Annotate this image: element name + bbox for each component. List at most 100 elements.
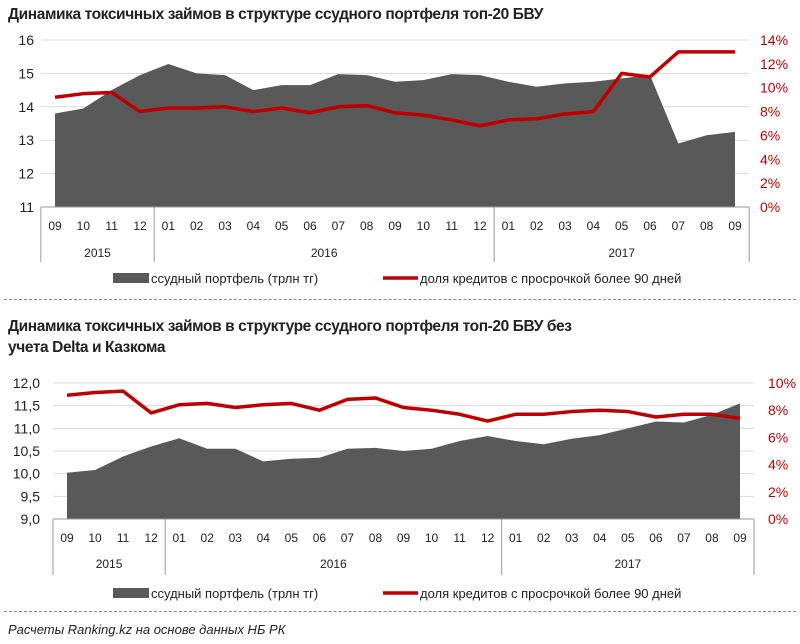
left-axis-tick-label: 15: [18, 65, 34, 81]
month-tick-label: 07: [677, 531, 691, 545]
year-label: 2017: [608, 246, 635, 260]
chart2-title: Динамика токсичных займов в структуре сс…: [8, 316, 572, 358]
month-tick-label: 07: [672, 219, 686, 233]
left-axis-tick-label: 10,5: [13, 443, 40, 459]
month-tick-label: 09: [48, 219, 62, 233]
month-tick-label: 08: [700, 219, 714, 233]
source-note: Расчеты Ranking.kz на основе данных НБ Р…: [8, 622, 286, 637]
month-tick-label: 07: [332, 219, 346, 233]
month-tick-label: 06: [303, 219, 317, 233]
right-axis-tick-label: 4%: [768, 457, 788, 473]
month-tick-label: 12: [481, 531, 495, 545]
month-tick-label: 06: [313, 531, 327, 545]
area-series-loan-portfolio: [55, 64, 735, 207]
month-tick-label: 02: [530, 219, 544, 233]
right-axis-tick-label: 10%: [760, 80, 788, 96]
month-tick-label: 04: [593, 531, 607, 545]
month-tick-label: 01: [502, 219, 516, 233]
year-label: 2015: [84, 246, 111, 260]
left-axis-tick-label: 14: [18, 99, 34, 115]
right-axis-tick-label: 8%: [760, 104, 780, 120]
left-axis-tick-label: 13: [18, 132, 34, 148]
right-axis-tick-label: 0%: [760, 199, 780, 215]
month-tick-label: 11: [453, 531, 466, 545]
month-tick-label: 09: [733, 531, 747, 545]
legend-label-loan-portfolio: ссудный портфель (трлн тг): [151, 586, 318, 601]
year-label: 2016: [311, 246, 338, 260]
month-tick-label: 05: [615, 219, 629, 233]
month-tick-label: 02: [201, 531, 215, 545]
left-axis-tick-label: 10,0: [13, 466, 40, 482]
month-tick-label: 06: [649, 531, 663, 545]
right-axis-tick-label: 12%: [760, 56, 788, 72]
chart-1: 11 12 13 14 15 16 0% 2% 4% 6% 8% 10% 12% 14% 09 10 11 12 0…: [18, 32, 788, 286]
month-tick-label: 10: [417, 219, 431, 233]
right-axis-tick-label: 6%: [768, 429, 788, 445]
divider: [4, 299, 796, 300]
left-axis-tick-label: 9,0: [21, 511, 41, 527]
right-axis-tick-label: 0%: [768, 511, 788, 527]
month-tick-label: 07: [341, 531, 355, 545]
left-axis-tick-label: 11,5: [14, 398, 40, 414]
chart1-title: Динамика токсичных займов в структуре сс…: [8, 6, 543, 23]
line-series-npl-share: [66, 389, 741, 423]
month-tick-label: 03: [558, 219, 572, 233]
month-tick-label: 02: [537, 531, 551, 545]
month-tick-label: 01: [509, 531, 523, 545]
legend-swatch-area: [113, 588, 149, 598]
month-tick-label: 10: [425, 531, 439, 545]
year-label: 2017: [614, 557, 641, 571]
right-axis-tick-label: 6%: [760, 127, 780, 143]
right-axis-tick-label: 14%: [760, 32, 788, 48]
month-tick-label: 09: [60, 531, 74, 545]
right-axis-tick-label: 10%: [768, 375, 796, 391]
left-axis-tick-label: 11,0: [14, 420, 40, 436]
month-tick-label: 08: [369, 531, 383, 545]
chart2-title-line1: Динамика токсичных займов в структуре сс…: [8, 318, 572, 335]
month-tick-label: 06: [643, 219, 657, 233]
month-tick-label: 08: [705, 531, 719, 545]
month-tick-label: 03: [229, 531, 243, 545]
month-tick-label: 02: [190, 219, 204, 233]
month-tick-label: 09: [388, 219, 402, 233]
right-axis-tick-label: 2%: [768, 484, 788, 500]
right-axis-tick-label: 8%: [768, 402, 788, 418]
month-tick-label: 08: [360, 219, 374, 233]
left-axis-tick-label: 11: [19, 199, 34, 215]
month-tick-label: 03: [565, 531, 579, 545]
month-tick-label: 11: [105, 219, 118, 233]
right-axis-tick-label: 2%: [760, 175, 780, 191]
month-tick-label: 11: [117, 531, 130, 545]
month-tick-label: 12: [473, 219, 487, 233]
month-tick-label: 01: [162, 219, 176, 233]
month-tick-label: 05: [621, 531, 635, 545]
month-tick-label: 03: [218, 219, 232, 233]
area-series-loan-portfolio: [67, 403, 740, 519]
legend-swatch-area: [113, 273, 149, 283]
year-label: 2015: [96, 557, 123, 571]
left-axis-tick-label: 12: [18, 166, 34, 182]
left-axis-tick-label: 12,0: [13, 375, 40, 391]
month-tick-label: 11: [445, 219, 458, 233]
legend-label-npl-share: доля кредитов с просрочкой более 90 дней: [420, 586, 681, 601]
year-label: 2016: [320, 557, 347, 571]
legend-label-loan-portfolio: ссудный портфель (трлн тг): [151, 271, 318, 286]
left-axis-tick-label: 16: [18, 32, 34, 48]
line-series-npl-share: [54, 50, 735, 128]
legend-label-npl-share: доля кредитов с просрочкой более 90 дней: [420, 271, 681, 286]
month-tick-label: 05: [275, 219, 289, 233]
month-tick-label: 09: [728, 219, 742, 233]
month-tick-label: 12: [133, 219, 147, 233]
month-tick-label: 04: [587, 219, 601, 233]
month-tick-label: 09: [397, 531, 411, 545]
chart-2: 9,0 9,5 10,0 10,5 11,0 11,5 12,0 0% 2% 4% 6% 8% 10% 0…: [13, 375, 796, 601]
chart2-title-line2: учета Delta и Казкома: [8, 339, 166, 356]
month-tick-label: 12: [144, 531, 158, 545]
right-axis-tick-label: 4%: [760, 151, 780, 167]
divider: [4, 611, 796, 612]
month-tick-label: 04: [247, 219, 261, 233]
month-tick-label: 01: [172, 531, 186, 545]
month-tick-label: 10: [77, 219, 91, 233]
